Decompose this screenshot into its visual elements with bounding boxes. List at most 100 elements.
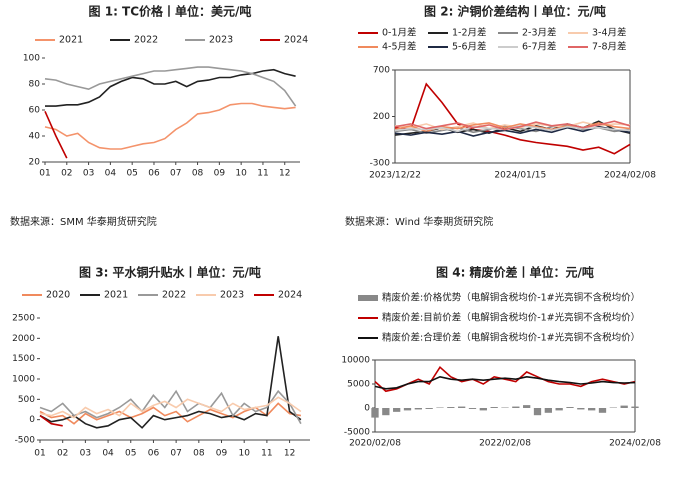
x-tick-label: 04 xyxy=(105,169,117,179)
legend-label: 1-2月差 xyxy=(452,27,487,39)
y-tick-label: 700 xyxy=(373,66,390,76)
legend-label: 5-6月差 xyxy=(452,41,487,53)
y-tick-label: 1000 xyxy=(12,375,35,385)
legend-label: 6-7月差 xyxy=(522,41,557,53)
x-tick-label: 07 xyxy=(170,449,181,459)
x-tick-label: 2023/12/22 xyxy=(369,171,421,181)
x-tick-label: 2024/01/15 xyxy=(494,171,546,181)
legend-label: 4-5月差 xyxy=(382,41,417,53)
y-tick-label: -300 xyxy=(370,159,391,169)
legend-label: 2021 xyxy=(59,35,83,46)
bar xyxy=(555,408,563,411)
bar xyxy=(479,408,487,411)
bar xyxy=(631,406,639,408)
legend-label: 2022 xyxy=(162,290,186,301)
legend-label: 2023 xyxy=(220,290,244,301)
legend-label: 2020 xyxy=(46,290,70,301)
y-tick-label: 0 xyxy=(364,404,370,414)
y-tick-label: 10000 xyxy=(341,356,370,366)
bar xyxy=(403,408,412,411)
bar xyxy=(468,408,477,409)
legend-label: 2022 xyxy=(134,35,158,46)
series-line xyxy=(394,82,631,155)
legend-label: 2021 xyxy=(104,290,128,301)
y-tick-label: 5000 xyxy=(347,380,370,390)
legend-label: 2024 xyxy=(278,290,302,301)
x-tick-label: 06 xyxy=(148,169,160,179)
series-line xyxy=(374,375,636,390)
bar xyxy=(382,408,390,416)
x-tick-label: 04 xyxy=(102,449,114,459)
x-tick-label: 12 xyxy=(284,449,295,459)
series-line xyxy=(45,68,296,107)
series-line xyxy=(44,102,296,150)
y-tick-label: 500 xyxy=(18,395,35,405)
series-line xyxy=(394,125,631,137)
x-tick-label: 10 xyxy=(238,449,250,459)
series-line xyxy=(39,389,302,425)
bar xyxy=(447,407,455,408)
bar xyxy=(588,408,596,411)
x-tick-label: 08 xyxy=(192,169,204,179)
y-tick-label: 2000 xyxy=(12,334,35,344)
bar xyxy=(620,405,628,408)
legend-label: 7-8月差 xyxy=(592,41,627,53)
bar xyxy=(533,408,542,416)
legend-label: 2024 xyxy=(284,35,308,46)
x-tick-label: 11 xyxy=(261,449,272,459)
y-tick-label: 1500 xyxy=(12,354,35,364)
x-tick-label: 08 xyxy=(193,449,205,459)
x-tick-label: 03 xyxy=(83,169,94,179)
bar xyxy=(490,407,498,408)
x-tick-label: 10 xyxy=(235,169,247,179)
legend-label: 3-4月差 xyxy=(592,27,627,39)
x-tick-label: 11 xyxy=(257,169,268,179)
x-tick-label: 05 xyxy=(126,169,137,179)
bar xyxy=(544,408,552,413)
y-tick-label: -500 xyxy=(15,436,36,446)
x-tick-label: 06 xyxy=(148,449,160,459)
x-tick-label: 09 xyxy=(214,169,226,179)
y-tick-label: 40 xyxy=(29,132,41,142)
y-tick-label: 200 xyxy=(373,112,390,122)
bar xyxy=(566,407,574,408)
source-note: 数据来源：SMM 华泰期货研究院 xyxy=(10,215,157,228)
chart-title: 图 2: 沪铜价差结构丨单位：元/吨 xyxy=(424,4,606,19)
bar xyxy=(371,408,379,418)
legend-label: 精废价差:目前价差（电解铜含税均价-1#光亮铜不含税均价） xyxy=(382,312,640,324)
x-tick-label: 03 xyxy=(80,449,91,459)
y-tick-label: -5000 xyxy=(344,428,370,438)
y-tick-label: 100 xyxy=(23,54,40,64)
series-line xyxy=(39,396,302,419)
x-tick-label: 2022/02/08 xyxy=(479,439,531,449)
chart-title: 图 3: 平水铜升贴水丨单位：元/吨 xyxy=(79,265,261,280)
series-line xyxy=(44,110,68,159)
series-line xyxy=(374,365,636,393)
chart-title: 图 4: 精废价差丨单位：元/吨 xyxy=(436,265,594,280)
y-tick-label: 20 xyxy=(29,158,41,168)
legend-label: 2-3月差 xyxy=(522,27,557,39)
series-line xyxy=(44,66,297,107)
x-tick-label: 02 xyxy=(61,169,72,179)
bar xyxy=(458,406,466,408)
y-tick-label: 80 xyxy=(29,80,41,90)
bar xyxy=(414,408,422,410)
x-tick-label: 12 xyxy=(279,169,290,179)
bar xyxy=(598,408,607,413)
x-tick-label: 01 xyxy=(39,169,50,179)
source-note: 数据来源：Wind 华泰期货研究院 xyxy=(345,215,493,228)
bar xyxy=(523,405,531,408)
chart-title: 图 1: TC价格丨单位：美元/吨 xyxy=(89,4,252,19)
y-tick-label: 2500 xyxy=(12,314,35,324)
series-line xyxy=(394,120,631,131)
series-line xyxy=(39,336,302,429)
bar xyxy=(512,406,520,408)
x-tick-label: 09 xyxy=(216,449,228,459)
x-tick-label: 05 xyxy=(125,449,136,459)
x-tick-label: 2024/02/08 xyxy=(604,171,656,181)
bar xyxy=(577,408,585,410)
legend-label: 0-1月差 xyxy=(382,27,417,39)
bar xyxy=(393,408,401,412)
x-tick-label: 07 xyxy=(170,169,181,179)
y-tick-label: 60 xyxy=(29,106,41,116)
